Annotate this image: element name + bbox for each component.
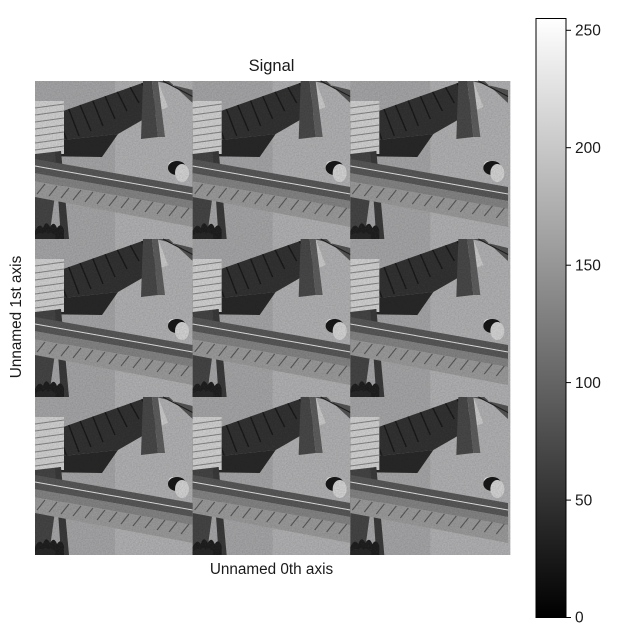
svg-text:250: 250 [575, 23, 601, 40]
svg-text:Unnamed 0th axis: Unnamed 0th axis [210, 561, 334, 578]
svg-text:Unnamed 1st axis: Unnamed 1st axis [8, 255, 25, 378]
svg-text:150: 150 [575, 257, 601, 274]
svg-text:0: 0 [575, 610, 584, 627]
svg-text:100: 100 [575, 375, 601, 392]
svg-text:50: 50 [575, 492, 593, 509]
svg-text:Signal: Signal [249, 57, 295, 75]
svg-text:200: 200 [575, 140, 601, 157]
